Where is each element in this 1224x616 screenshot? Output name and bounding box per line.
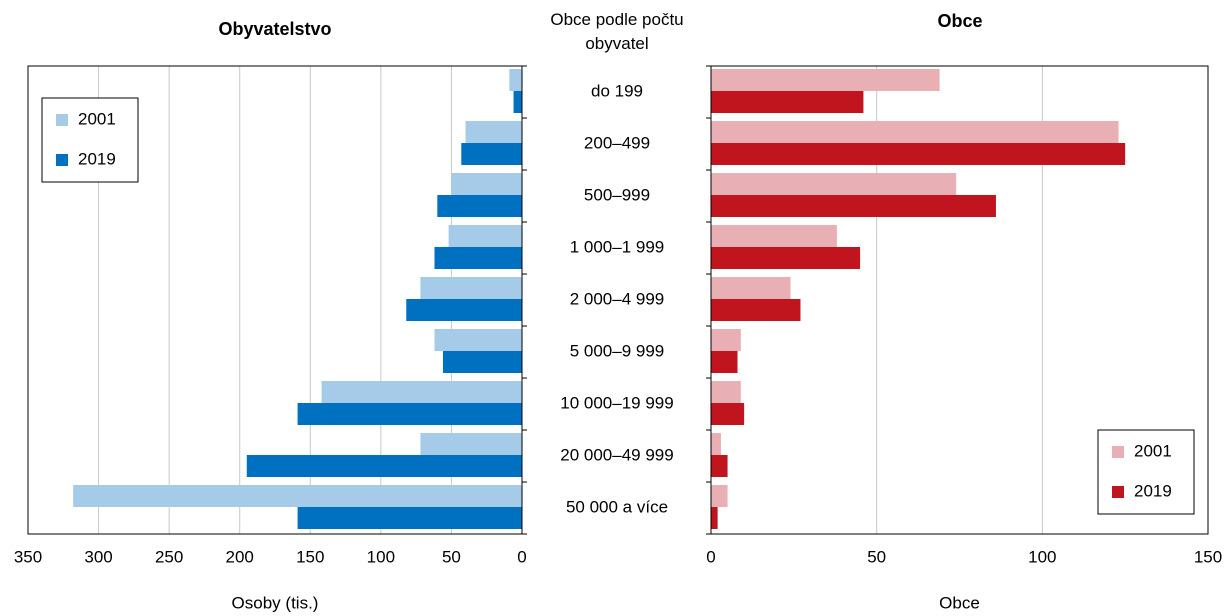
bar	[451, 173, 522, 195]
bar	[509, 69, 522, 91]
bar	[711, 455, 728, 477]
bar	[442, 351, 522, 373]
bar	[711, 381, 741, 403]
category-label: 2 000–4 999	[570, 289, 665, 308]
bar	[297, 403, 522, 425]
chart-title: Obyvatelstvo	[218, 19, 331, 39]
bar	[711, 91, 864, 113]
bar	[448, 225, 522, 247]
legend-box	[41, 97, 139, 183]
plot-frame	[27, 65, 523, 535]
bar	[711, 121, 1119, 143]
legend-label: 2019	[1134, 481, 1172, 500]
x-tick-label: 50	[867, 547, 886, 566]
bar	[711, 195, 996, 217]
bar	[465, 121, 522, 143]
bar	[711, 299, 801, 321]
category-label: 1 000–1 999	[570, 237, 665, 256]
bar	[420, 433, 522, 455]
bar	[297, 507, 522, 529]
bar	[711, 507, 718, 529]
legend-swatch	[1112, 486, 1124, 498]
bar	[711, 143, 1126, 165]
bar	[246, 455, 522, 477]
legend-swatch	[1112, 446, 1124, 458]
category-label: do 199	[591, 81, 643, 100]
bar	[711, 351, 738, 373]
bar	[73, 485, 522, 507]
x-tick-label: 50	[442, 547, 461, 566]
bar	[434, 247, 522, 269]
legend-box	[1097, 429, 1195, 515]
x-tick-label: 0	[517, 547, 526, 566]
legend-label: 2001	[1134, 441, 1172, 460]
bar	[406, 299, 522, 321]
bar	[711, 403, 745, 425]
legend-swatch	[56, 154, 68, 166]
category-label: 10 000–19 999	[560, 393, 673, 412]
category-header: Obce podle počtu obyvatel	[550, 10, 684, 53]
x-axis-label: Osoby (tis.)	[232, 593, 319, 612]
bar	[434, 329, 522, 351]
category-label: 20 000–49 999	[560, 445, 673, 464]
bar	[711, 433, 721, 455]
bar	[711, 173, 957, 195]
bar	[513, 91, 522, 113]
category-label: 5 000–9 999	[570, 341, 665, 360]
x-axis-label: Obce	[939, 593, 980, 612]
legend-label: 2019	[78, 149, 116, 168]
bar	[321, 381, 522, 403]
bar	[420, 277, 522, 299]
category-label: 50 000 a více	[566, 497, 668, 516]
x-tick-label: 150	[296, 547, 324, 566]
x-tick-label: 350	[14, 547, 42, 566]
legend-swatch	[56, 114, 68, 126]
bar	[711, 225, 837, 247]
legend-label: 2001	[78, 109, 116, 128]
x-tick-label: 300	[84, 547, 112, 566]
chart-title: Obce	[937, 11, 982, 31]
bar	[711, 485, 728, 507]
x-tick-label: 250	[155, 547, 183, 566]
plot-frame	[710, 65, 1209, 535]
x-tick-label: 150	[1194, 547, 1222, 566]
bar	[711, 69, 940, 91]
bar	[711, 329, 741, 351]
x-tick-label: 100	[1028, 547, 1056, 566]
bar	[711, 277, 791, 299]
category-label: 200–499	[584, 133, 650, 152]
bar	[437, 195, 522, 217]
x-tick-label: 100	[367, 547, 395, 566]
bar	[711, 247, 861, 269]
category-label: 500–999	[584, 185, 650, 204]
bar	[461, 143, 522, 165]
x-tick-label: 200	[226, 547, 254, 566]
x-tick-label: 0	[706, 547, 715, 566]
